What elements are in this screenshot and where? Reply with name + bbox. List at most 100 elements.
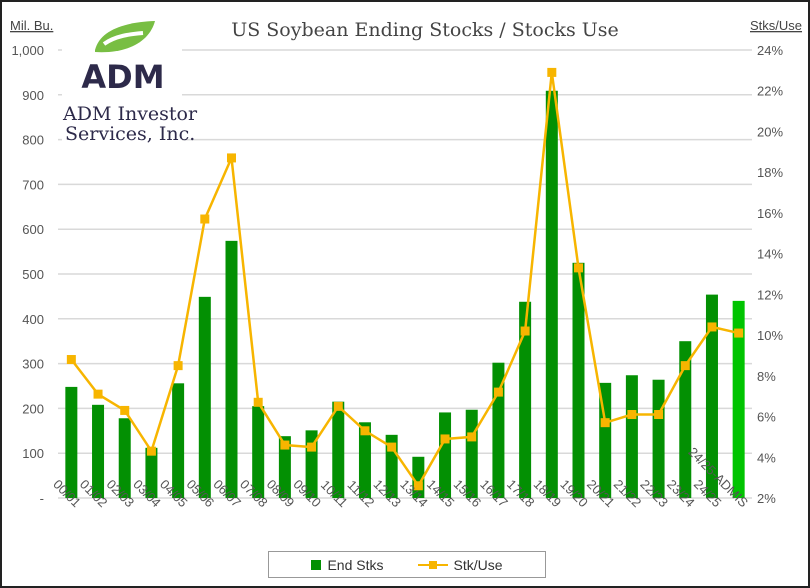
x-tick-label: 05/06 bbox=[184, 477, 218, 511]
legend: End Stks Stk/Use bbox=[268, 551, 546, 578]
stk-use-marker-23/24 bbox=[680, 361, 690, 371]
stk-use-marker-17/18 bbox=[520, 326, 530, 336]
stk-use-marker-14/15 bbox=[440, 434, 450, 444]
left-tick-label: 600 bbox=[22, 222, 44, 237]
x-tick-label: 22/23 bbox=[637, 477, 671, 511]
stk-use-marker-02/03 bbox=[120, 405, 130, 415]
bar-10/11 bbox=[332, 401, 345, 498]
x-tick-label: 03/04 bbox=[130, 477, 164, 511]
x-tick-label: 09/10 bbox=[290, 477, 324, 511]
x-tick-label: 19/20 bbox=[557, 477, 591, 511]
stk-use-marker-10/11 bbox=[333, 401, 343, 411]
stk-use-marker-01/02 bbox=[93, 389, 103, 399]
left-tick-label: 700 bbox=[22, 177, 44, 192]
line-swatch-icon bbox=[417, 560, 448, 570]
left-tick-label: 400 bbox=[22, 312, 44, 327]
stk-use-marker-18/19 bbox=[547, 67, 557, 77]
right-tick-label: 8% bbox=[757, 369, 776, 384]
x-tick-label: 07/08 bbox=[237, 477, 271, 511]
x-tick-label: 10/11 bbox=[318, 477, 351, 510]
right-tick-label: 12% bbox=[757, 287, 783, 302]
x-tick-label: 15/16 bbox=[451, 477, 485, 511]
bar-05/06 bbox=[198, 296, 211, 498]
right-axis-label: Stks/Use bbox=[750, 18, 802, 33]
x-tick-label: 17/18 bbox=[504, 477, 538, 511]
x-tick-label: 02/03 bbox=[104, 477, 138, 511]
right-tick-label: 16% bbox=[757, 206, 783, 221]
left-tick-label: 500 bbox=[22, 267, 44, 282]
bar-06/07 bbox=[225, 240, 238, 498]
stk-use-marker-15/16 bbox=[467, 432, 477, 442]
stk-use-marker-20/21 bbox=[600, 418, 610, 428]
right-tick-label: 18% bbox=[757, 165, 783, 180]
right-tick-label: 24% bbox=[757, 43, 783, 58]
left-tick-label: 100 bbox=[22, 446, 44, 461]
legend-item-end-stks: End Stks bbox=[311, 556, 384, 573]
right-tick-label: 20% bbox=[757, 124, 783, 139]
left-tick-label: 200 bbox=[22, 401, 44, 416]
stk-use-marker-07/08 bbox=[253, 397, 263, 407]
right-tick-label: 2% bbox=[757, 491, 776, 506]
x-tick-label: 11/12 bbox=[345, 477, 378, 510]
logo-line1: ADM Investor bbox=[62, 103, 198, 125]
bar-22/23 bbox=[652, 379, 665, 498]
left-tick-label: 800 bbox=[22, 133, 44, 148]
bar-14/15 bbox=[439, 412, 452, 498]
x-tick-label: 18/19 bbox=[531, 477, 565, 511]
logo-line2: Services, Inc. bbox=[65, 123, 195, 145]
stk-use-marker-22/23 bbox=[654, 410, 664, 420]
legend-item-stk-use: Stk/Use bbox=[417, 556, 503, 573]
bar-00/01 bbox=[65, 386, 78, 498]
bar-01/02 bbox=[92, 404, 105, 498]
stk-use-marker-06/07 bbox=[227, 153, 236, 163]
stk-use-marker-24/25-ADMIS bbox=[734, 328, 744, 338]
stk-use-marker-21/22 bbox=[627, 410, 637, 420]
stk-use-marker-24/25 bbox=[707, 322, 717, 332]
x-tick-label: 01/02 bbox=[77, 477, 111, 511]
stk-use-marker-11/12 bbox=[360, 426, 370, 436]
bar-swatch-icon bbox=[311, 559, 322, 570]
stk-use-marker-03/04 bbox=[146, 446, 156, 456]
stk-use-marker-16/17 bbox=[493, 387, 503, 397]
bar-03/04 bbox=[145, 447, 158, 498]
x-tick-label: 21/22 bbox=[611, 477, 645, 511]
x-tick-label: 08/09 bbox=[264, 477, 298, 511]
stk-use-marker-04/05 bbox=[173, 361, 183, 371]
legend-label: End Stks bbox=[327, 556, 384, 573]
adm-logo: ADM ADM Investor Services, Inc. bbox=[62, 18, 198, 145]
chart-title: US Soybean Ending Stocks / Stocks Use bbox=[231, 19, 619, 41]
bar-02/03 bbox=[118, 418, 131, 498]
stk-use-marker-08/09 bbox=[280, 440, 290, 450]
stk-use-marker-09/10 bbox=[307, 442, 317, 452]
legend-label: Stk/Use bbox=[453, 556, 503, 573]
svg-text:ADM: ADM bbox=[81, 58, 164, 96]
stk-use-marker-00/01 bbox=[66, 355, 76, 365]
x-tick-label: 23/24 bbox=[664, 477, 698, 511]
x-tick-label: 04/05 bbox=[157, 477, 191, 511]
x-tick-label: 06/07 bbox=[210, 477, 244, 511]
right-tick-label: 4% bbox=[757, 450, 776, 465]
bar-21/22 bbox=[625, 375, 638, 498]
x-tick-label: 13/14 bbox=[397, 477, 431, 511]
left-tick-label: 900 bbox=[22, 88, 44, 103]
stk-use-marker-12/13 bbox=[387, 442, 397, 452]
right-tick-label: 14% bbox=[757, 247, 783, 262]
right-tick-label: 10% bbox=[757, 328, 783, 343]
right-tick-label: 22% bbox=[757, 84, 783, 99]
x-tick-label: 00/01 bbox=[50, 477, 84, 511]
bar-07/08 bbox=[252, 406, 265, 498]
x-tick-label: 16/17 bbox=[477, 477, 511, 511]
bar-23/24 bbox=[679, 341, 692, 498]
left-tick-label: 300 bbox=[22, 357, 44, 372]
bar-24/25 bbox=[705, 294, 718, 498]
x-tick-label: 20/21 bbox=[584, 477, 618, 511]
left-tick-label: 1,000 bbox=[11, 43, 44, 58]
bar-19/20 bbox=[572, 262, 585, 498]
bar-24/25-ADMIS bbox=[732, 300, 745, 498]
left-axis-label: Mil. Bu. bbox=[10, 18, 53, 33]
right-tick-label: 6% bbox=[757, 410, 776, 425]
bar-17/18 bbox=[519, 301, 532, 498]
stk-use-marker-05/06 bbox=[200, 214, 210, 224]
bar-11/12 bbox=[358, 422, 371, 498]
